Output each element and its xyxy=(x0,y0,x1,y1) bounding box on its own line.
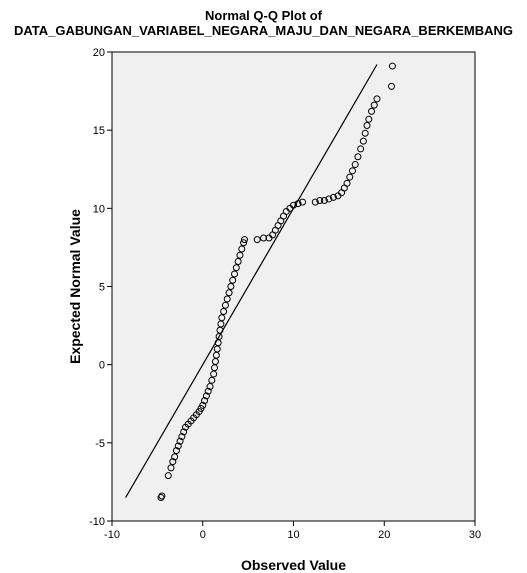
data-point xyxy=(363,121,371,129)
y-tick-label: -5 xyxy=(95,438,105,450)
y-axis-title: Expected Normal Value xyxy=(67,209,83,364)
data-point xyxy=(167,464,175,472)
data-point xyxy=(208,376,216,384)
x-tick-label: 0 xyxy=(200,529,206,541)
data-point xyxy=(325,195,333,203)
data-point xyxy=(316,197,324,205)
data-point xyxy=(388,82,396,90)
data-point xyxy=(178,433,186,441)
data-point xyxy=(348,167,356,175)
y-tick-label: 15 xyxy=(93,125,105,137)
data-point xyxy=(232,264,240,272)
chart-title: Normal Q-Q Plot of DATA_GABUNGAN_VARIABE… xyxy=(0,8,527,38)
data-point xyxy=(343,179,351,187)
data-point xyxy=(157,494,165,502)
data-point xyxy=(223,295,231,303)
y-tick-label: 0 xyxy=(99,360,105,372)
y-tick-label: 10 xyxy=(93,203,105,215)
data-point xyxy=(220,308,228,316)
data-point xyxy=(202,392,210,400)
data-point xyxy=(373,95,381,103)
data-point xyxy=(361,129,369,137)
data-point xyxy=(311,198,319,206)
data-point xyxy=(206,383,214,391)
data-point xyxy=(354,153,362,161)
data-point xyxy=(227,283,235,290)
data-point xyxy=(171,453,179,461)
data-point xyxy=(236,251,244,259)
x-axis-ticks: -10 0 10 20 30 xyxy=(104,521,481,541)
x-tick-label: 20 xyxy=(378,529,390,541)
y-tick-label: -10 xyxy=(89,516,105,528)
data-point xyxy=(172,447,180,455)
x-tick-label: 10 xyxy=(287,529,299,541)
data-point xyxy=(199,401,207,409)
data-point xyxy=(290,201,297,209)
data-point xyxy=(240,239,248,247)
data-point xyxy=(204,387,212,395)
data-point xyxy=(359,137,367,145)
x-tick-label: 30 xyxy=(469,529,481,541)
data-point xyxy=(365,115,373,123)
data-point xyxy=(329,193,337,201)
data-point xyxy=(294,200,302,208)
data-point xyxy=(388,62,396,70)
data-point xyxy=(240,236,248,244)
data-point xyxy=(180,428,188,436)
reference-line xyxy=(125,64,378,498)
data-point xyxy=(357,145,365,153)
data-point xyxy=(231,270,239,278)
data-point xyxy=(229,276,237,284)
data-point xyxy=(169,458,177,466)
data-point xyxy=(225,289,233,297)
x-axis-title: Observed Value xyxy=(241,557,346,573)
data-point xyxy=(368,107,376,115)
data-point xyxy=(174,442,182,450)
data-point xyxy=(221,301,229,309)
x-tick-label: -10 xyxy=(104,529,120,541)
data-point xyxy=(218,314,226,322)
data-points xyxy=(157,62,396,502)
data-point xyxy=(370,101,378,109)
data-point xyxy=(238,245,246,253)
data-point xyxy=(234,257,242,265)
data-point xyxy=(253,236,261,244)
data-point xyxy=(201,397,209,405)
y-tick-label: 5 xyxy=(99,282,105,294)
data-point xyxy=(158,492,166,500)
plot-area xyxy=(111,51,476,522)
data-point xyxy=(176,437,184,445)
data-point xyxy=(346,173,354,181)
y-axis-ticks: -10 -5 0 5 10 15 20 xyxy=(89,47,112,528)
data-point xyxy=(164,472,172,480)
chart-title-line-1: Normal Q-Q Plot of xyxy=(205,8,322,23)
data-point xyxy=(299,198,307,206)
chart-title-line-2: DATA_GABUNGAN_VARIABEL_NEGARA_MAJU_DAN_N… xyxy=(13,23,514,38)
data-point xyxy=(320,197,328,205)
y-tick-label: 20 xyxy=(93,47,105,59)
data-point xyxy=(260,234,268,242)
data-point xyxy=(351,161,359,169)
